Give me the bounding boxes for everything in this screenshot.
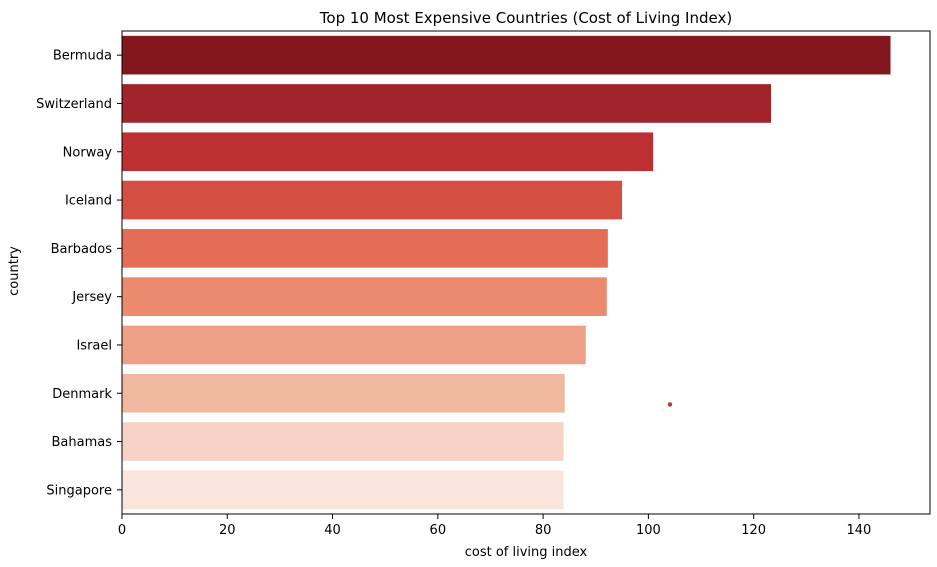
x-tick-label: 0 [118,523,126,538]
plot-frame [121,30,931,515]
x-tick-label: 120 [741,523,766,538]
y-tick-label: Norway [63,145,113,160]
x-tick-label: 80 [535,523,552,538]
y-tick-label: Iceland [65,194,112,209]
axes-frame [121,30,931,515]
y-tick-label: Barbados [51,242,113,257]
y-axis-label: country [7,246,22,296]
bar-bermuda [122,35,891,75]
y-tick-label: Bahamas [52,435,113,450]
x-tick-label: 60 [430,523,447,538]
bar-norway [122,132,654,172]
bar-israel [122,325,586,365]
bars-group [122,35,891,510]
x-tick-label: 40 [324,523,341,538]
x-tick-label: 100 [636,523,661,538]
x-tick-label: 20 [219,523,236,538]
x-axis-ticks: 0 20 40 60 80 100 120 140 [118,514,871,538]
chart-title: Top 10 Most Expensive Countries (Cost of… [319,9,732,27]
y-axis-ticks: Bermuda Switzerland Norway Iceland Barbados J… [36,49,122,498]
y-tick-label: Bermuda [53,49,112,64]
annotation-group [667,402,673,407]
y-tick-label: Jersey [71,290,112,305]
bar-iceland [122,180,623,220]
bar-jersey [122,277,607,316]
y-tick-label: Singapore [46,483,112,498]
x-axis-label: cost of living index [465,545,588,560]
y-tick-label: Israel [76,338,112,353]
bar-denmark [122,373,565,413]
bar-barbados [122,229,608,268]
annotation-point [667,402,673,407]
y-tick-label: Switzerland [36,97,112,112]
bar-bahamas [122,422,564,461]
bar-switzerland [122,84,772,123]
x-tick-label: 140 [847,523,872,538]
bar-singapore [122,470,564,510]
y-tick-label: Denmark [52,387,112,402]
